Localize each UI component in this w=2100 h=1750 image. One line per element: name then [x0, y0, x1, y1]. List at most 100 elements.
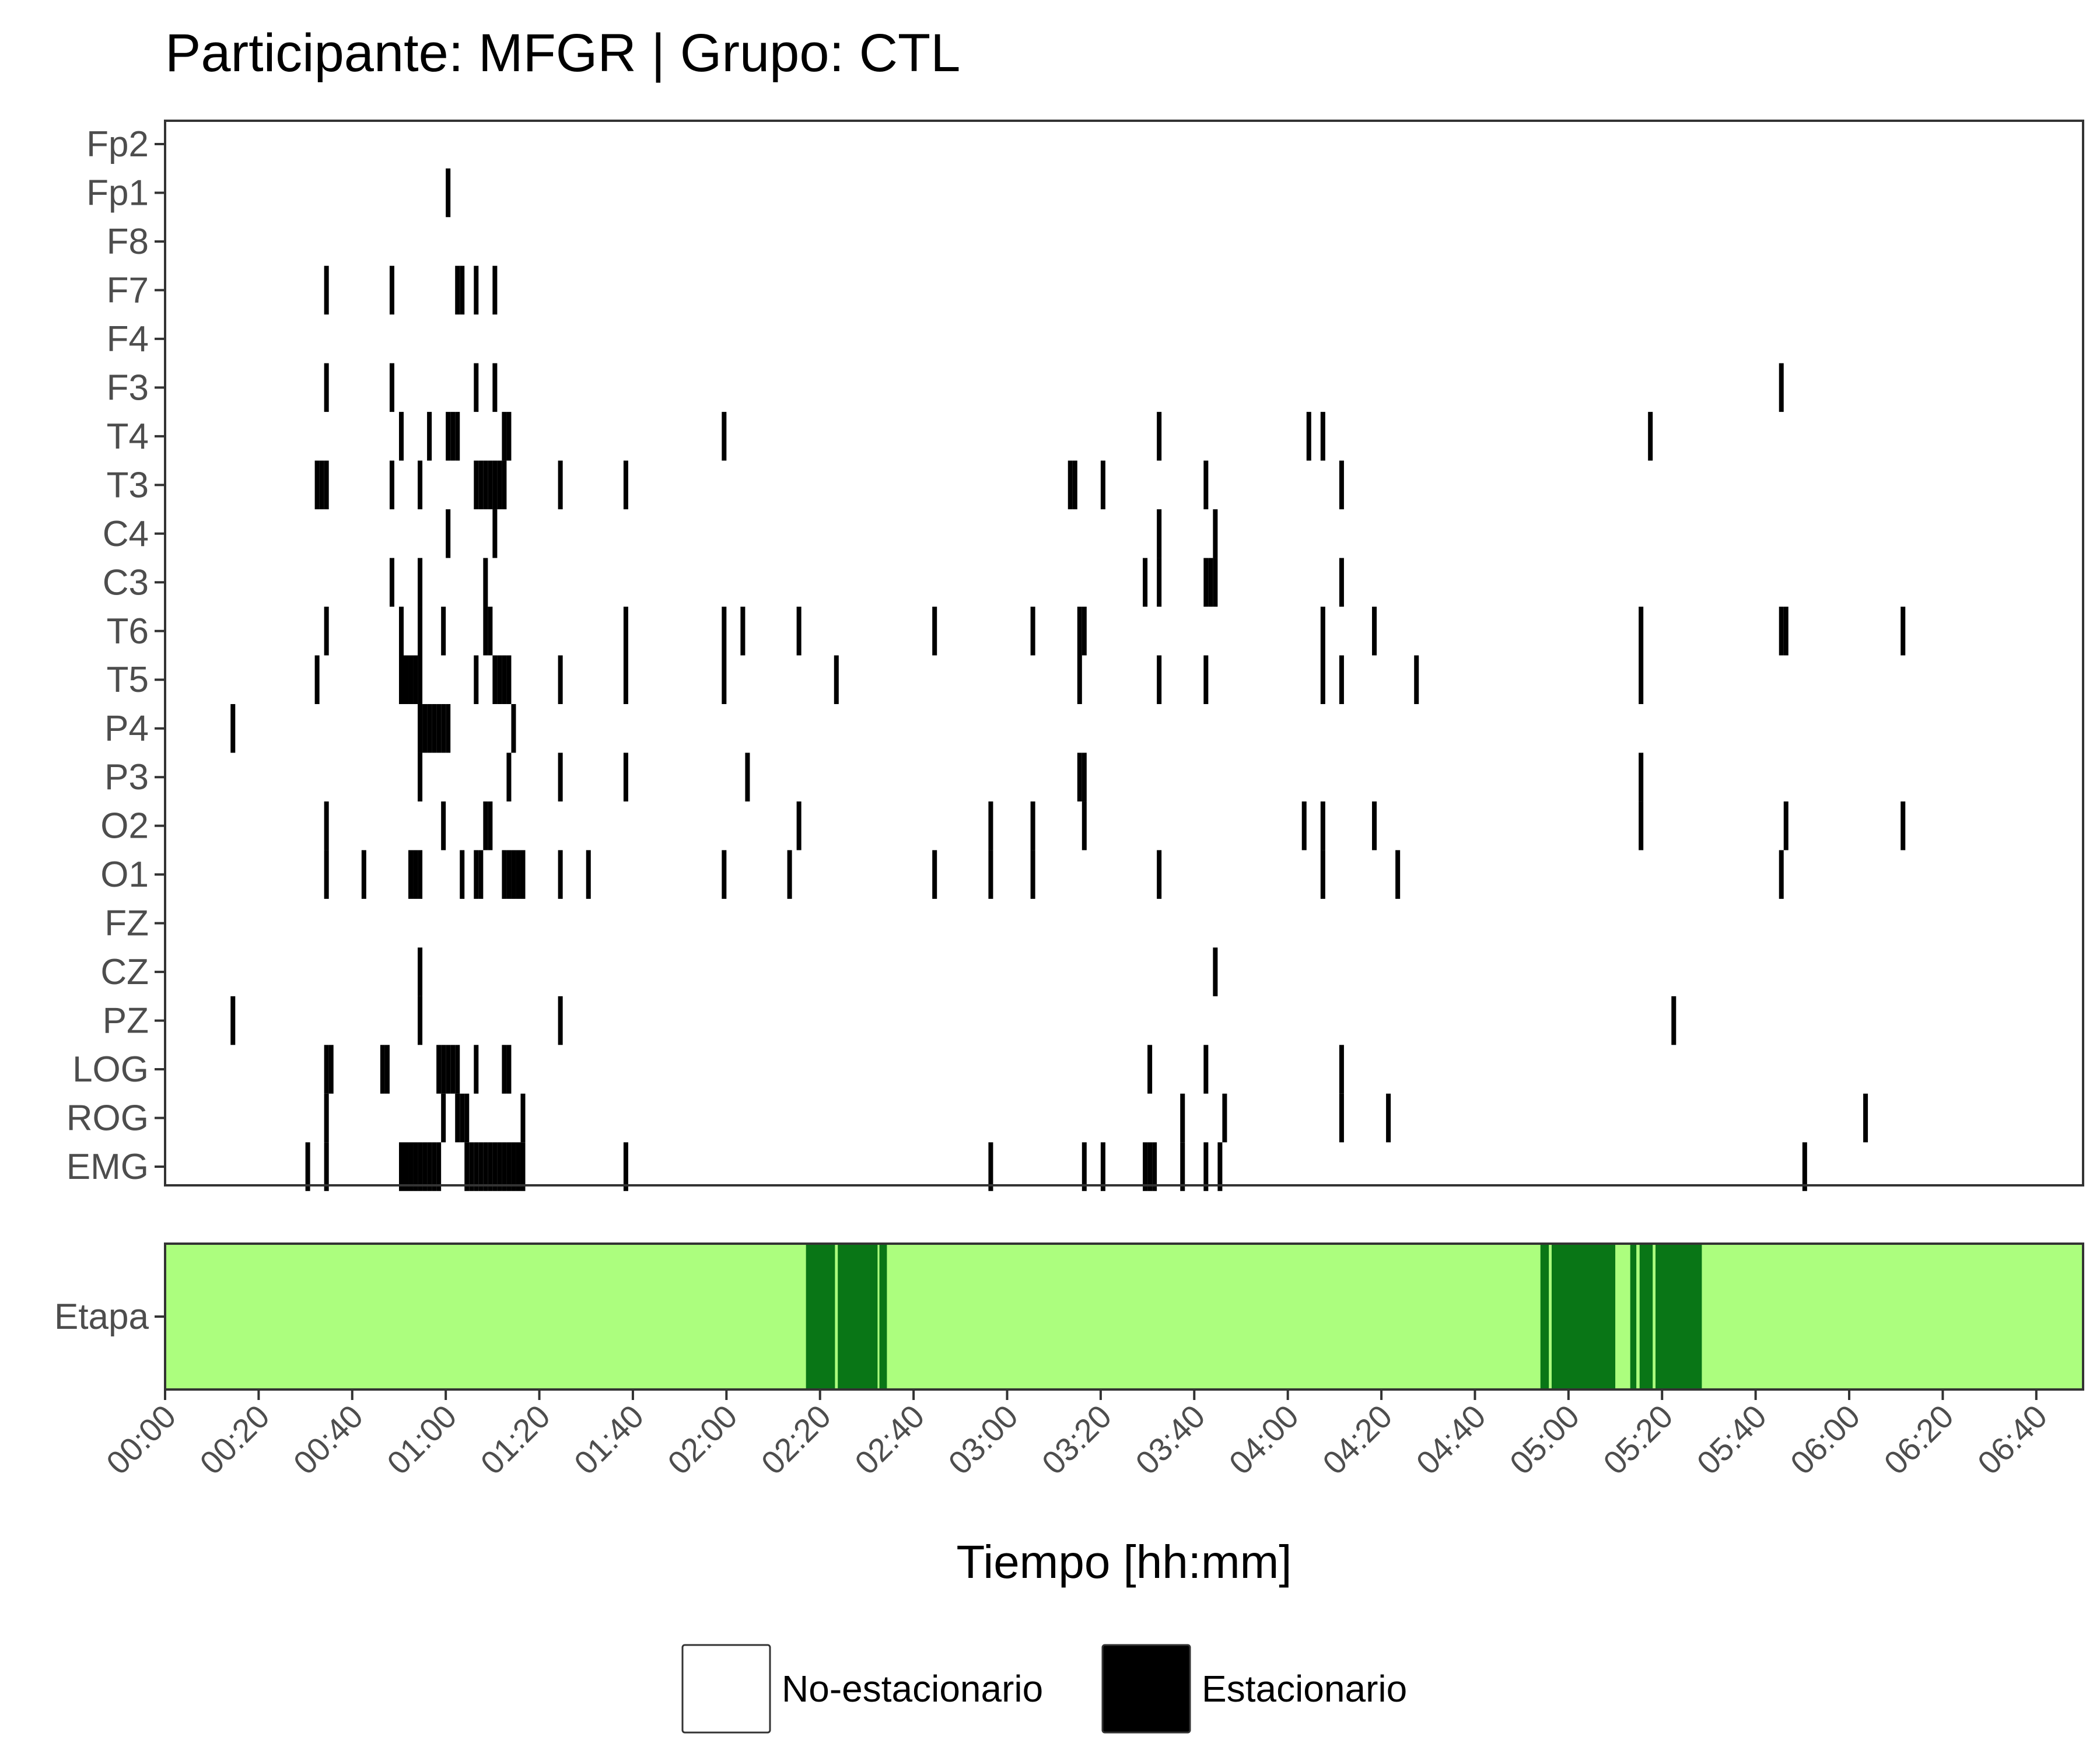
stationary-cell-o2: [441, 801, 446, 850]
stationary-cell-c3: [389, 558, 394, 607]
stationary-cell-emg: [427, 1142, 432, 1191]
stationary-cell-t6: [398, 607, 404, 656]
stationary-cell-o1: [418, 850, 423, 899]
stationary-cell-emg: [324, 1142, 329, 1191]
stationary-cell-rog: [464, 1093, 470, 1143]
stationary-cell-t4: [502, 412, 507, 461]
channel-label-o1: O1: [100, 855, 149, 895]
stationary-cell-t4: [455, 412, 460, 461]
stationary-cell-emg: [1217, 1142, 1223, 1191]
stationary-cell-t5: [558, 655, 563, 704]
stationary-cell-t5: [398, 655, 404, 704]
channel-label-rog: ROG: [66, 1098, 149, 1139]
stationary-cell-rog: [324, 1093, 329, 1143]
stationary-cell-t6: [796, 607, 802, 656]
stationary-cell-t3: [324, 460, 329, 510]
stationary-cell-o1: [474, 850, 479, 899]
channel-label-c4: C4: [103, 514, 149, 554]
channel-label-emg: EMG: [66, 1147, 149, 1187]
stationary-cell-t6: [1082, 607, 1087, 656]
x-tick-label: 02:20: [754, 1398, 838, 1482]
stationary-cell-t6: [488, 607, 493, 656]
stationary-cell-emg: [305, 1142, 310, 1191]
stationary-cell-o1: [1395, 850, 1401, 899]
stationary-cell-log: [506, 1045, 512, 1094]
stationary-cell-t5: [502, 655, 507, 704]
stationary-cell-emg: [1100, 1142, 1105, 1191]
x-tick-label: 00:00: [99, 1398, 183, 1482]
stationary-cell-c3: [1339, 558, 1344, 607]
channel-label-f8: F8: [107, 222, 149, 262]
stationary-cell-t5: [506, 655, 512, 704]
stationary-cell-t5: [834, 655, 839, 704]
stationary-cell-emg: [436, 1142, 442, 1191]
stationary-cell-o2: [988, 801, 993, 850]
stationary-cell-log: [446, 1045, 451, 1094]
channel-label-p4: P4: [104, 709, 149, 749]
stationary-cell-t5: [474, 655, 479, 704]
x-tick-label: 03:00: [941, 1398, 1025, 1482]
legend-label: No-estacionario: [782, 1668, 1043, 1710]
stationary-cell-t3: [492, 460, 498, 510]
stationary-cell-t4: [1157, 412, 1162, 461]
stationary-cell-p3: [558, 752, 563, 802]
stationary-cell-t3: [558, 460, 563, 510]
stationary-cell-t3: [319, 460, 324, 510]
stationary-cell-t5: [497, 655, 502, 704]
x-tick-label: 04:40: [1409, 1398, 1493, 1482]
stationary-cell-o1: [502, 850, 507, 899]
stationary-cell-o2: [1372, 801, 1377, 850]
stationary-cell-t5: [408, 655, 414, 704]
stationary-cell-t6: [1320, 607, 1325, 656]
stationary-cell-c4: [446, 509, 451, 558]
stationary-cell-o1: [932, 850, 937, 899]
time-axis: 00:00 00:20 00:40 01:00 01:20 01:40 02:00 02:20…: [99, 1390, 2054, 1482]
stationary-cell-f7: [492, 265, 498, 315]
stationary-cell-p3: [418, 752, 423, 802]
stationary-cell-emg: [413, 1142, 418, 1191]
stationary-cell-rog: [460, 1093, 465, 1143]
stage-segment: [879, 1244, 887, 1390]
x-tick-label: 02:40: [848, 1398, 932, 1482]
stationary-cell-rog: [520, 1093, 526, 1143]
stationary-cell-rog: [1386, 1093, 1391, 1143]
stationary-cell-o2: [1783, 801, 1788, 850]
stationary-cell-emg: [1152, 1142, 1157, 1191]
stationary-cell-o2: [1901, 801, 1906, 850]
stationary-cell-o1: [988, 850, 993, 899]
stationary-cell-cz: [1213, 947, 1218, 996]
stationary-cell-t3: [1339, 460, 1344, 510]
x-axis-title: Tiempo [hh:mm]: [957, 1536, 1292, 1588]
channel-label-o2: O2: [100, 806, 149, 846]
stationary-cell-t6: [740, 607, 746, 656]
stationary-cell-fp1: [446, 168, 451, 218]
channel-label-fp2: Fp2: [86, 124, 149, 164]
stationary-cell-t5: [1339, 655, 1344, 704]
channel-label-log: LOG: [72, 1049, 149, 1090]
stationary-cell-p3: [1639, 752, 1644, 802]
stationary-cell-cz: [418, 947, 423, 996]
legend-key-no-estacionario: [681, 1644, 771, 1734]
stationary-cell-o2: [1301, 801, 1307, 850]
stationary-cell-pz: [418, 996, 423, 1045]
stationary-cell-pz: [1671, 996, 1676, 1045]
x-tick-label: 03:40: [1128, 1398, 1212, 1482]
stationary-cell-o1: [460, 850, 465, 899]
stationary-cell-c3: [1208, 558, 1213, 607]
stationary-cell-f7: [324, 265, 329, 315]
stationary-cell-t3: [478, 460, 484, 510]
stationary-cell-log: [502, 1045, 507, 1094]
stationary-cell-c3: [483, 558, 488, 607]
stationary-cell-emg: [516, 1142, 521, 1191]
stationary-cell-emg: [478, 1142, 484, 1191]
stationary-cell-emg: [497, 1142, 502, 1191]
chart-title: Participante: MFGR | Grupo: CTL: [165, 23, 960, 83]
stationary-cell-o1: [520, 850, 526, 899]
stationary-cell-o2: [324, 801, 329, 850]
stationary-cell-emg: [398, 1142, 404, 1191]
stationary-cell-o1: [361, 850, 366, 899]
stationary-cell-p4: [418, 704, 423, 753]
stationary-cell-p4: [427, 704, 432, 753]
stationary-cell-t3: [483, 460, 488, 510]
stage-label: Etapa: [54, 1297, 149, 1337]
